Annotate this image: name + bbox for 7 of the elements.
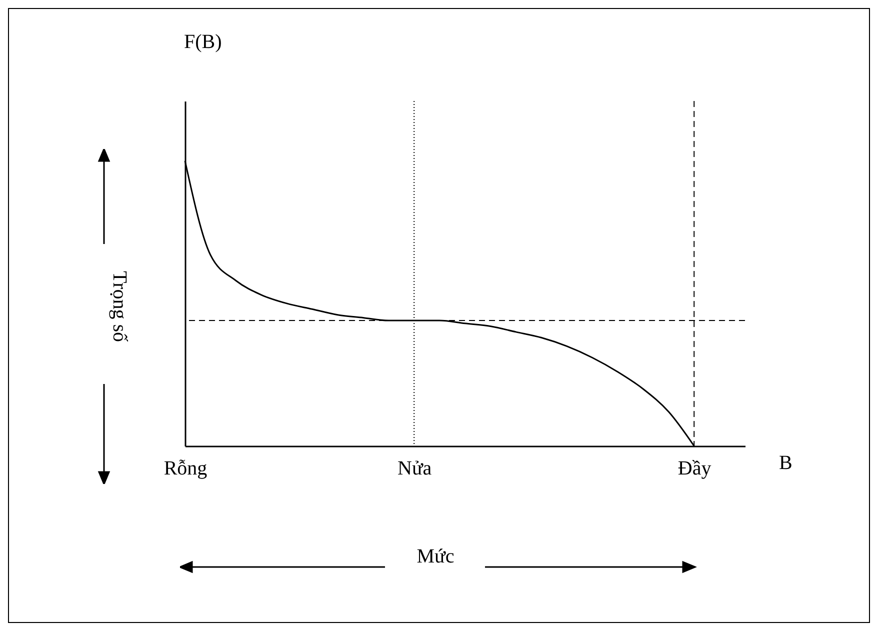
- x-axis-title: Mức: [416, 546, 454, 568]
- x-tick-label: Rỗng: [164, 458, 208, 480]
- text: F(B): [184, 31, 222, 54]
- x-tick-label: Nửa: [398, 458, 432, 480]
- x-tick-label: Đầy: [678, 458, 712, 480]
- y-axis-title: Trọng số: [108, 271, 130, 342]
- text: B: [779, 452, 792, 475]
